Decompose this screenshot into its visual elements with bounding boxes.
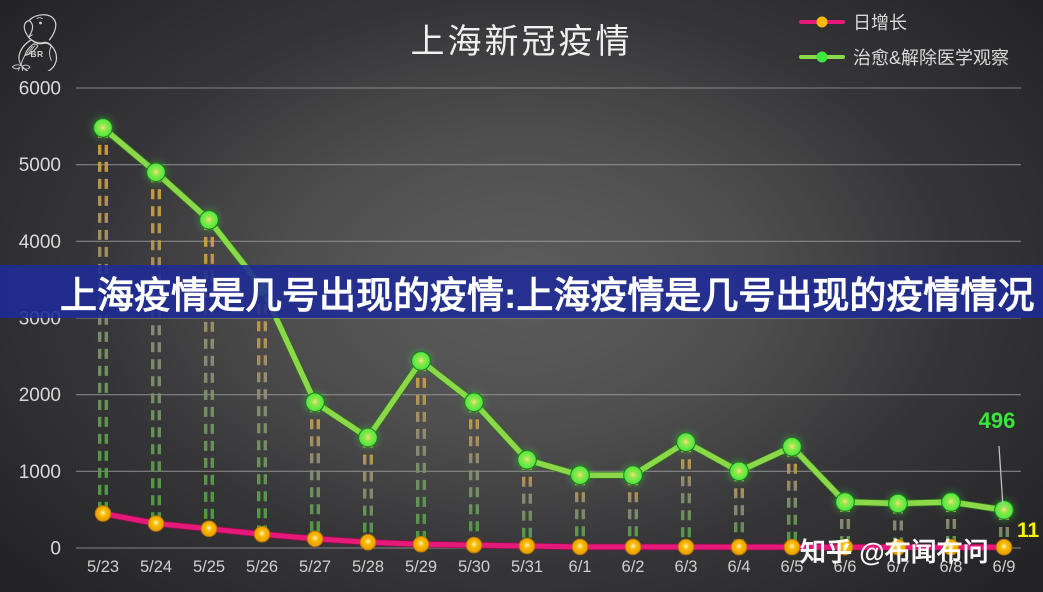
svg-text:6/1: 6/1 [569,558,592,576]
svg-text:496: 496 [979,408,1016,433]
svg-text:5/29: 5/29 [405,558,437,576]
svg-text:6/9: 6/9 [993,558,1016,576]
svg-text:6000: 6000 [19,79,61,100]
svg-text:5/24: 5/24 [140,558,172,576]
svg-text:6/3: 6/3 [675,558,698,576]
svg-text:5000: 5000 [19,155,61,176]
svg-text:11: 11 [1017,519,1040,542]
svg-text:1000: 1000 [19,462,61,483]
svg-text:6/4: 6/4 [728,558,751,576]
svg-text:5/25: 5/25 [193,558,225,576]
svg-text:2000: 2000 [19,385,61,406]
svg-text:5/26: 5/26 [246,558,278,576]
svg-text:5/27: 5/27 [299,558,331,576]
svg-text:5/28: 5/28 [352,558,384,576]
svg-text:5/30: 5/30 [458,558,490,576]
svg-text:5/31: 5/31 [511,558,543,576]
svg-text:6/2: 6/2 [622,558,645,576]
svg-text:0: 0 [50,539,61,560]
svg-text:5/23: 5/23 [87,558,119,576]
svg-text:4000: 4000 [19,232,61,253]
